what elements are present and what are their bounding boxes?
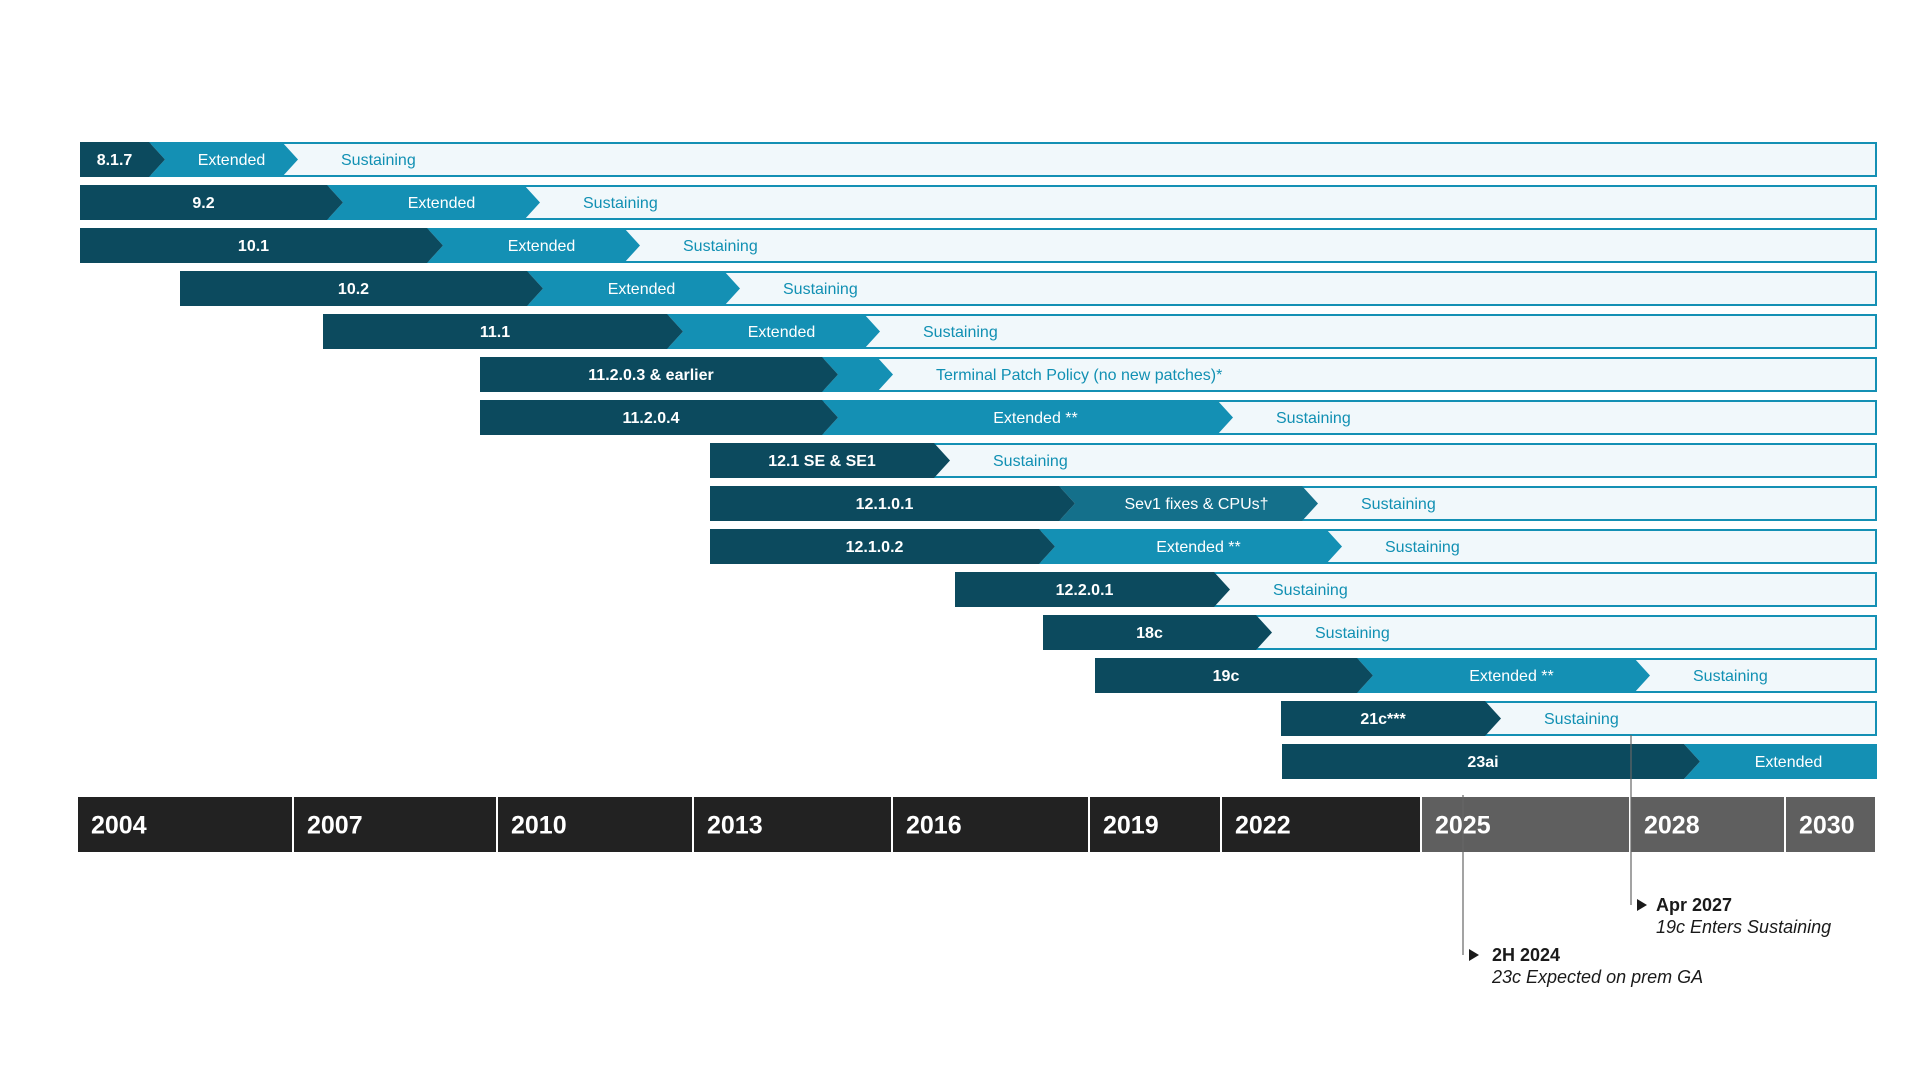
premier-bar-1 — [80, 142, 165, 177]
extended-label: Extended — [198, 152, 266, 169]
sustaining-label: Sustaining — [1361, 496, 1436, 513]
year-cell-2007 — [294, 797, 496, 852]
premier-label: 12.1.0.2 — [846, 539, 904, 556]
premier-label: 11.2.0.3 & earlier — [588, 367, 713, 384]
sustaining-label: Sustaining — [1544, 711, 1619, 728]
year-label: 2030 — [1799, 812, 1855, 840]
note-arrow-icon — [1469, 949, 1479, 961]
premier-label: 11.1 — [480, 324, 510, 341]
year-label: 2004 — [91, 812, 147, 840]
sustaining-label: Sustaining — [783, 281, 858, 298]
year-label: 2022 — [1235, 812, 1291, 840]
premier-bar-9 — [710, 486, 1075, 521]
premier-bar-13 — [1095, 658, 1373, 693]
sustaining-label: Sustaining — [1315, 625, 1390, 642]
sustaining-label: Sustaining — [683, 238, 758, 255]
year-label: 2016 — [906, 812, 962, 840]
sustaining-label: Sustaining — [1273, 582, 1348, 599]
year-cell-2028 — [1631, 797, 1784, 852]
premier-bar-12 — [1043, 615, 1272, 650]
sustaining-label: Sustaining — [993, 453, 1068, 470]
year-cell-2010 — [498, 797, 692, 852]
extended-bar-13 — [1357, 658, 1650, 693]
year-cell-2013 — [694, 797, 891, 852]
premier-label: 19c — [1213, 668, 1240, 685]
year-cell-2019 — [1090, 797, 1220, 852]
annotation-text: 23c Expected on prem GA — [1491, 967, 1703, 987]
year-label: 2028 — [1644, 812, 1700, 840]
premier-label: 12.2.0.1 — [1056, 582, 1114, 599]
extended-bar-6 — [822, 357, 893, 392]
extended-label: Extended — [608, 281, 676, 298]
premier-label: 10.1 — [238, 238, 269, 255]
premier-label: 11.2.0.4 — [623, 410, 680, 427]
premier-bar-3 — [80, 228, 443, 263]
year-cell-2025 — [1422, 797, 1629, 852]
premier-bar-10 — [710, 529, 1055, 564]
year-label: 2010 — [511, 812, 567, 840]
extended-bar-5 — [667, 314, 880, 349]
premier-bar-8 — [710, 443, 950, 478]
sustaining-label: Sustaining — [1693, 668, 1768, 685]
premier-bar-14 — [1281, 701, 1501, 736]
premier-bar-5 — [323, 314, 683, 349]
extended-label: Extended — [408, 195, 476, 212]
extended-label: Extended — [508, 238, 576, 255]
premier-bar-4 — [180, 271, 543, 306]
premier-label: 21c*** — [1360, 711, 1406, 728]
year-cell-2004 — [78, 797, 292, 852]
premier-label: 12.1.0.1 — [856, 496, 914, 513]
sev1-label: Sev1 fixes & CPUs† — [1124, 496, 1268, 513]
sustaining-label: Terminal Patch Policy (no new patches)* — [936, 367, 1222, 384]
sustaining-label: Sustaining — [923, 324, 998, 341]
premier-label: 9.2 — [192, 195, 214, 212]
extended-label: Extended — [1755, 754, 1823, 771]
premier-label: 18c — [1136, 625, 1163, 642]
extended-bar-3 — [427, 228, 640, 263]
premier-bar-2 — [80, 185, 343, 220]
extended-bar-1 — [149, 142, 298, 177]
extended-bar-7 — [822, 400, 1233, 435]
extended-label: Extended ** — [1156, 539, 1241, 556]
year-label: 2013 — [707, 812, 763, 840]
year-label: 2007 — [307, 812, 363, 840]
sustaining-label: Sustaining — [583, 195, 658, 212]
annotation-date: Apr 2027 — [1656, 895, 1732, 915]
sustaining-label: Sustaining — [1276, 410, 1351, 427]
premier-label: 12.1 SE & SE1 — [768, 453, 876, 470]
premier-label: 8.1.7 — [97, 152, 133, 169]
premier-label: 10.2 — [338, 281, 369, 298]
sustaining-label: Sustaining — [341, 152, 416, 169]
note-arrow-icon — [1637, 899, 1647, 911]
year-cell-2030 — [1786, 797, 1875, 852]
premier-label: 23ai — [1467, 754, 1498, 771]
annotation-date: 2H 2024 — [1492, 945, 1560, 965]
premier-bar-7 — [480, 400, 838, 435]
year-cell-2022 — [1222, 797, 1420, 852]
premier-bar-15 — [1282, 744, 1700, 779]
extended-bar-2 — [327, 185, 540, 220]
sustaining-label: Sustaining — [1385, 539, 1460, 556]
extended-label: Extended — [748, 324, 816, 341]
extended-bar-10 — [1039, 529, 1342, 564]
premier-bar-11 — [955, 572, 1230, 607]
sev1-bar-9 — [1059, 486, 1318, 521]
extended-label: Extended ** — [993, 410, 1078, 427]
year-label: 2019 — [1103, 812, 1159, 840]
extended-label: Extended ** — [1469, 668, 1554, 685]
extended-bar-4 — [527, 271, 740, 306]
year-cell-2016 — [893, 797, 1088, 852]
extended-bar-15 — [1684, 744, 1877, 779]
annotation-text: 19c Enters Sustaining — [1656, 917, 1831, 937]
premier-bar-6 — [480, 357, 838, 392]
